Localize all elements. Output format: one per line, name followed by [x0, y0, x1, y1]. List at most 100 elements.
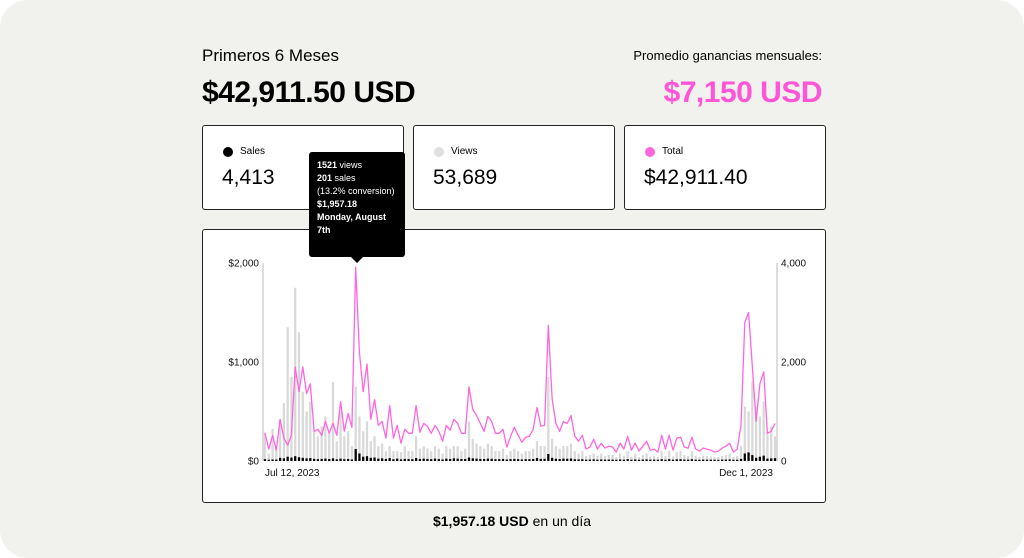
views-bar: [702, 456, 705, 461]
views-bar: [664, 456, 667, 461]
sales-bar: [679, 459, 682, 461]
right-tick-label: 2,000: [781, 358, 806, 369]
sales-bar: [566, 458, 569, 461]
sales-bar: [547, 454, 550, 461]
sales-bar: [754, 457, 758, 461]
views-bar: [388, 446, 391, 461]
views-bar: [316, 436, 320, 461]
views-bar: [501, 448, 505, 461]
total-legend: Total: [645, 146, 683, 157]
sales-bar: [275, 459, 278, 461]
sales-bar: [346, 459, 350, 461]
sales-bar: [392, 459, 395, 461]
views-bar: [437, 448, 440, 461]
sales-bar: [384, 459, 388, 461]
views-bar: [403, 446, 406, 461]
left-tick-label: $0: [248, 457, 260, 468]
views-bar: [618, 453, 622, 461]
views-bar: [328, 433, 331, 461]
views-bar: [547, 376, 550, 461]
sales-bar: [471, 458, 474, 461]
tooltip-amount: $1,957.18: [317, 199, 358, 209]
sales-bar: [297, 457, 301, 461]
views-bar: [758, 416, 762, 461]
views-bar: [592, 453, 595, 461]
views-bar: [773, 436, 777, 461]
sales-bar: [773, 458, 777, 461]
views-bar: [671, 456, 675, 461]
sales-bar: [433, 458, 437, 461]
views-bar: [399, 452, 403, 461]
sales-bar: [373, 457, 376, 461]
sales-bar: [482, 459, 486, 461]
views-bar: [634, 453, 637, 461]
sales-bar: [516, 459, 520, 461]
footer-summary: $1,957.18 USD en un día: [0, 513, 1024, 529]
views-bar: [384, 451, 388, 461]
sales-bar: [486, 458, 490, 461]
earnings-chart[interactable]: $0 $1,000 $2,000 0 2,000 4,000 Jul 12, 2023 Dec…: [203, 230, 827, 504]
views-bar: [282, 403, 286, 461]
sales-bar: [573, 459, 576, 461]
sales-bar: [694, 459, 697, 461]
views-bar: [584, 456, 588, 461]
sales-bar: [448, 459, 452, 461]
views-bar: [524, 451, 527, 461]
sales-bar: [441, 459, 444, 461]
views-bar: [550, 438, 554, 461]
sales-bar: [407, 459, 410, 461]
views-bar: [573, 451, 576, 461]
sales-bar: [479, 458, 482, 461]
views-bar: [411, 451, 414, 461]
sales-bar: [671, 459, 675, 461]
sales-bar: [513, 458, 516, 461]
sales-bar: [490, 458, 493, 461]
sales-bar: [331, 458, 335, 461]
views-bar: [490, 446, 493, 461]
sales-bar: [724, 459, 728, 461]
views-bar: [513, 448, 516, 461]
views-bar: [743, 406, 746, 461]
right-tick-label: 0: [781, 457, 787, 468]
sales-bar: [592, 459, 595, 461]
views-bar: [464, 448, 467, 461]
sales-bar: [762, 455, 765, 461]
chart-panel[interactable]: $0 $1,000 $2,000 0 2,000 4,000 Jul 12, 2023 Dec…: [202, 229, 826, 503]
sales-bar: [354, 449, 357, 461]
sales-bar: [456, 458, 459, 461]
sales-bar: [520, 459, 524, 461]
sales-bar: [709, 459, 712, 461]
sales-bar: [305, 458, 308, 461]
sales-bar: [569, 458, 573, 461]
sales-bar: [728, 459, 731, 461]
sales-bar: [683, 459, 686, 461]
views-bar: [324, 416, 327, 461]
views-bar: [622, 456, 626, 461]
views-bar: [686, 456, 690, 461]
views-bar: [369, 441, 372, 461]
sales-bar: [743, 453, 746, 461]
views-bar: [297, 332, 301, 461]
sales-bar: [770, 458, 773, 461]
views-bar: [271, 428, 274, 461]
views-card: Views 53,689: [413, 125, 615, 210]
views-bar: [596, 456, 599, 461]
sales-bar: [271, 459, 274, 461]
views-bar: [426, 448, 429, 461]
views-bar: [675, 452, 678, 461]
views-bar: [539, 446, 542, 461]
sales-bar: [675, 459, 678, 461]
views-legend: Views: [434, 146, 478, 157]
views-bar: [528, 451, 531, 461]
views-bar: [263, 432, 267, 461]
views-bar: [392, 451, 395, 461]
sales-bar: [732, 459, 735, 461]
views-bar: [422, 446, 425, 461]
views-bar: [486, 443, 490, 461]
sales-bar: [377, 458, 380, 461]
sales-bar: [717, 459, 720, 461]
views-bar: [482, 448, 486, 461]
views-bar: [705, 456, 709, 461]
views-bar: [452, 446, 456, 461]
views-bar: [577, 453, 580, 461]
